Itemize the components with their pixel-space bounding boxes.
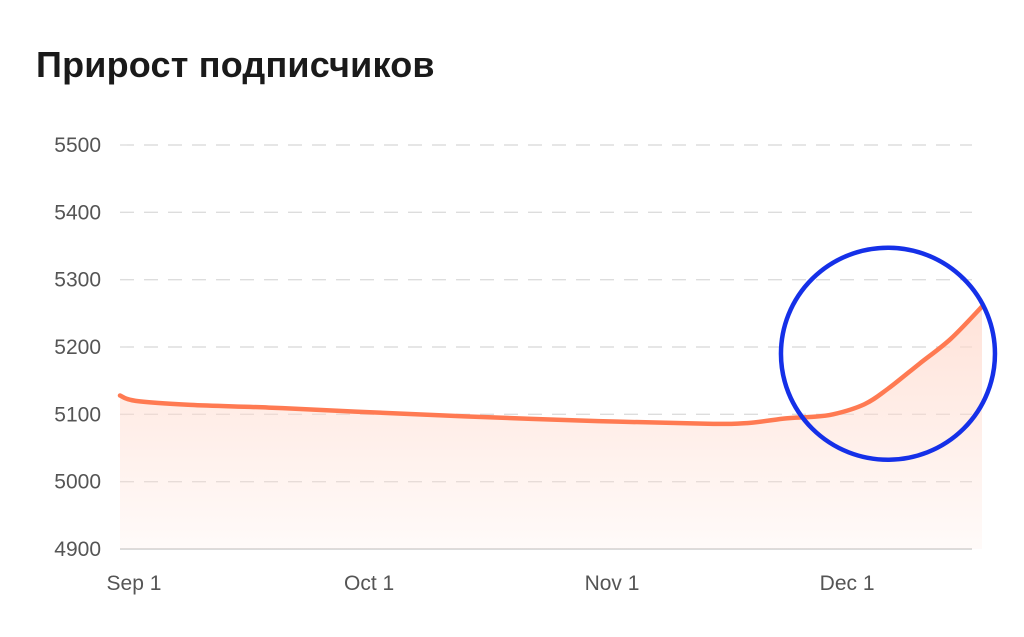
x-tick-label: Oct 1 [344,572,394,595]
series-area [117,304,985,549]
series-line [117,304,985,427]
series-area-fill [120,306,982,549]
chart-title: Прирост подписчиков [36,44,435,85]
x-tick-label: Sep 1 [107,572,162,595]
y-tick-label: 5000 [54,471,101,494]
x-tick-label: Dec 1 [820,572,875,595]
y-tick-label: 4900 [54,538,101,561]
y-tick-label: 5400 [54,201,101,224]
y-tick-label: 5300 [54,269,101,292]
annotations [778,245,998,462]
highlight-circle [778,245,998,462]
y-tick-label: 5100 [54,403,101,426]
y-axis-labels: 4900 5000 5100 5200 5300 5400 5500 [54,134,101,561]
y-tick-label: 5500 [54,134,101,157]
x-axis-labels: Sep 1 Oct 1 Nov 1 Dec 1 [107,572,875,595]
y-tick-label: 5200 [54,336,101,359]
x-tick-label: Nov 1 [585,572,640,595]
